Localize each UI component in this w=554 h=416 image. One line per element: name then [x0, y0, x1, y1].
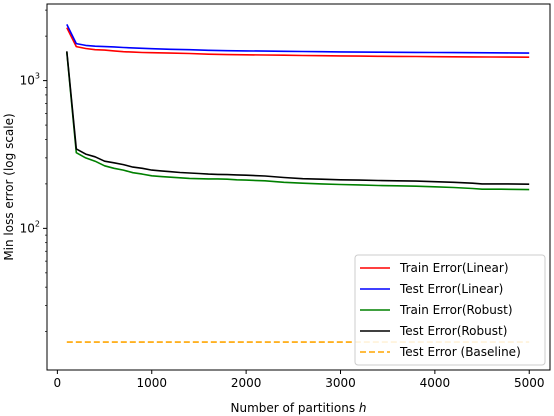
x-tick-label: 5000: [514, 376, 545, 390]
x-tick-label: 2000: [231, 376, 262, 390]
y-tick-label: 103: [20, 72, 40, 88]
x-tick-label: 3000: [325, 376, 356, 390]
x-axis-label: Number of partitions h: [230, 401, 366, 415]
y-tick-label: 102: [20, 219, 40, 235]
legend-label: Test Error (Baseline): [399, 345, 521, 359]
legend-label: Test Error(Robust): [399, 324, 507, 338]
x-tick-label: 0: [54, 376, 62, 390]
series-lines: [66, 24, 530, 343]
series-line-2: [66, 52, 530, 191]
series-line-3: [66, 51, 530, 185]
y-axis-label: Min loss error (log scale): [2, 113, 16, 260]
legend-label: Train Error(Linear): [399, 261, 509, 275]
x-tick-label: 4000: [420, 376, 451, 390]
plot-frame: [46, 3, 551, 371]
legend-box: [354, 254, 546, 366]
series-line-1: [66, 24, 530, 54]
legend-label: Train Error(Robust): [399, 303, 513, 317]
y-axis-ticks: 102 103: [20, 9, 47, 332]
legend: Train Error(Linear) Test Error(Linear) Tra…: [354, 254, 546, 366]
legend-label: Test Error(Linear): [399, 282, 503, 296]
x-axis-ticks: 0 1000 2000 3000 4000 5000: [54, 370, 545, 390]
x-tick-label: 1000: [136, 376, 167, 390]
series-line-0: [66, 27, 530, 58]
